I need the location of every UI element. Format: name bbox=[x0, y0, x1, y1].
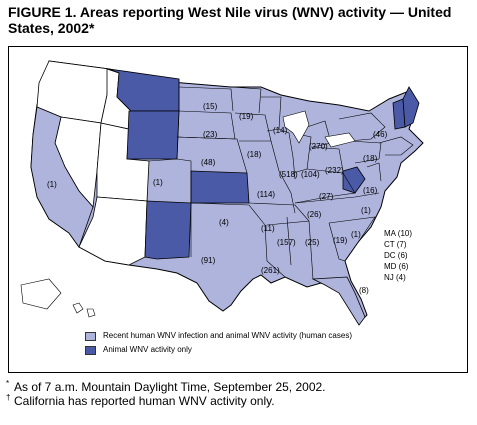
footnote: * As of 7 a.m. Mountain Daylight Time, S… bbox=[6, 379, 326, 394]
state-label-ar: (11) bbox=[261, 224, 275, 233]
state-label-ms: (157) bbox=[277, 238, 296, 247]
footnote-text: As of 7 a.m. Mountain Daylight Time, Sep… bbox=[14, 380, 326, 394]
footnotes: * As of 7 a.m. Mountain Daylight Time, S… bbox=[6, 379, 326, 408]
northeast-count-ct: CT (7) bbox=[384, 240, 407, 249]
legend-item-human-and-animal: Recent human WNV infection and animal WN… bbox=[85, 329, 352, 343]
state-label-tx: (91) bbox=[201, 256, 216, 265]
map-legend: Recent human WNV infection and animal WN… bbox=[85, 329, 352, 357]
state-label-ne: (23) bbox=[203, 130, 218, 139]
legend-label: Recent human WNV infection and animal WN… bbox=[103, 331, 352, 340]
state-label-tn: (26) bbox=[307, 210, 322, 219]
northeast-count-ma: MA (10) bbox=[384, 229, 413, 238]
state-label-ok: (4) bbox=[219, 218, 229, 227]
us-map: (1) (15) (19) (23) (14) (270) (18) (46) … bbox=[20, 60, 424, 326]
state-label-la: (261) bbox=[261, 266, 280, 275]
map-panel: (1) (15) (19) (23) (14) (270) (18) (46) … bbox=[8, 46, 468, 373]
state-hi bbox=[72, 302, 96, 318]
state-label-mo: (114) bbox=[257, 190, 275, 199]
northeast-count-md: MD (6) bbox=[384, 262, 409, 271]
state-label-nc: (1) bbox=[361, 206, 371, 215]
footnote-symbol: * bbox=[6, 379, 10, 388]
state-wy bbox=[126, 110, 180, 160]
state-label-in: (104) bbox=[301, 170, 320, 179]
state-label-ia: (18) bbox=[247, 150, 262, 159]
footnote-text: California has reported human WNV activi… bbox=[14, 394, 275, 408]
northeast-count-dc: DC (6) bbox=[384, 251, 408, 260]
state-ca bbox=[30, 106, 94, 248]
state-ks bbox=[190, 170, 250, 204]
state-label-mn: (19) bbox=[239, 112, 254, 121]
state-label-ny: (46) bbox=[373, 130, 388, 139]
state-fl bbox=[311, 276, 366, 326]
state-label-ky: (27) bbox=[319, 192, 334, 201]
state-nm bbox=[144, 200, 192, 260]
state-label-sc: (1) bbox=[351, 230, 361, 239]
state-label-mi: (270) bbox=[309, 142, 328, 151]
state-label-al: (25) bbox=[305, 238, 320, 247]
state-label-va: (16) bbox=[363, 186, 378, 195]
state-labels: (1) (15) (19) (23) (14) (270) (18) (46) … bbox=[47, 102, 388, 295]
state-me bbox=[402, 86, 420, 128]
state-label-co: (1) bbox=[153, 178, 163, 187]
state-ak bbox=[20, 278, 62, 310]
state-label-oh: (232) bbox=[325, 166, 344, 175]
footnote: † California has reported human WNV acti… bbox=[6, 393, 326, 408]
northeast-count-nj: NJ (4) bbox=[384, 273, 406, 282]
state-label-wi: (14) bbox=[273, 126, 288, 135]
state-wv bbox=[342, 166, 366, 194]
legend-swatch bbox=[85, 331, 96, 341]
legend-item-animal-only: Animal WNV activity only bbox=[85, 343, 352, 357]
state-label-sd: (15) bbox=[203, 102, 218, 111]
legend-swatch bbox=[85, 345, 96, 355]
state-label-pa: (18) bbox=[363, 154, 378, 163]
legend-label: Animal WNV activity only bbox=[103, 345, 192, 354]
footnote-symbol: † bbox=[6, 393, 11, 402]
northeast-counts: MA (10) CT (7) DC (6) MD (6) NJ (4) bbox=[384, 228, 412, 283]
figure-title: FIGURE 1. Areas reporting West Nile viru… bbox=[8, 4, 452, 36]
state-label-ga: (19) bbox=[333, 236, 348, 245]
state-label-fl: (8) bbox=[359, 286, 369, 295]
state-label-ks: (48) bbox=[201, 158, 216, 167]
great-lakes bbox=[282, 110, 310, 144]
great-lakes-east bbox=[324, 132, 356, 148]
state-label-ca: (1) bbox=[47, 180, 57, 189]
state-label-il: (518) bbox=[279, 170, 298, 179]
